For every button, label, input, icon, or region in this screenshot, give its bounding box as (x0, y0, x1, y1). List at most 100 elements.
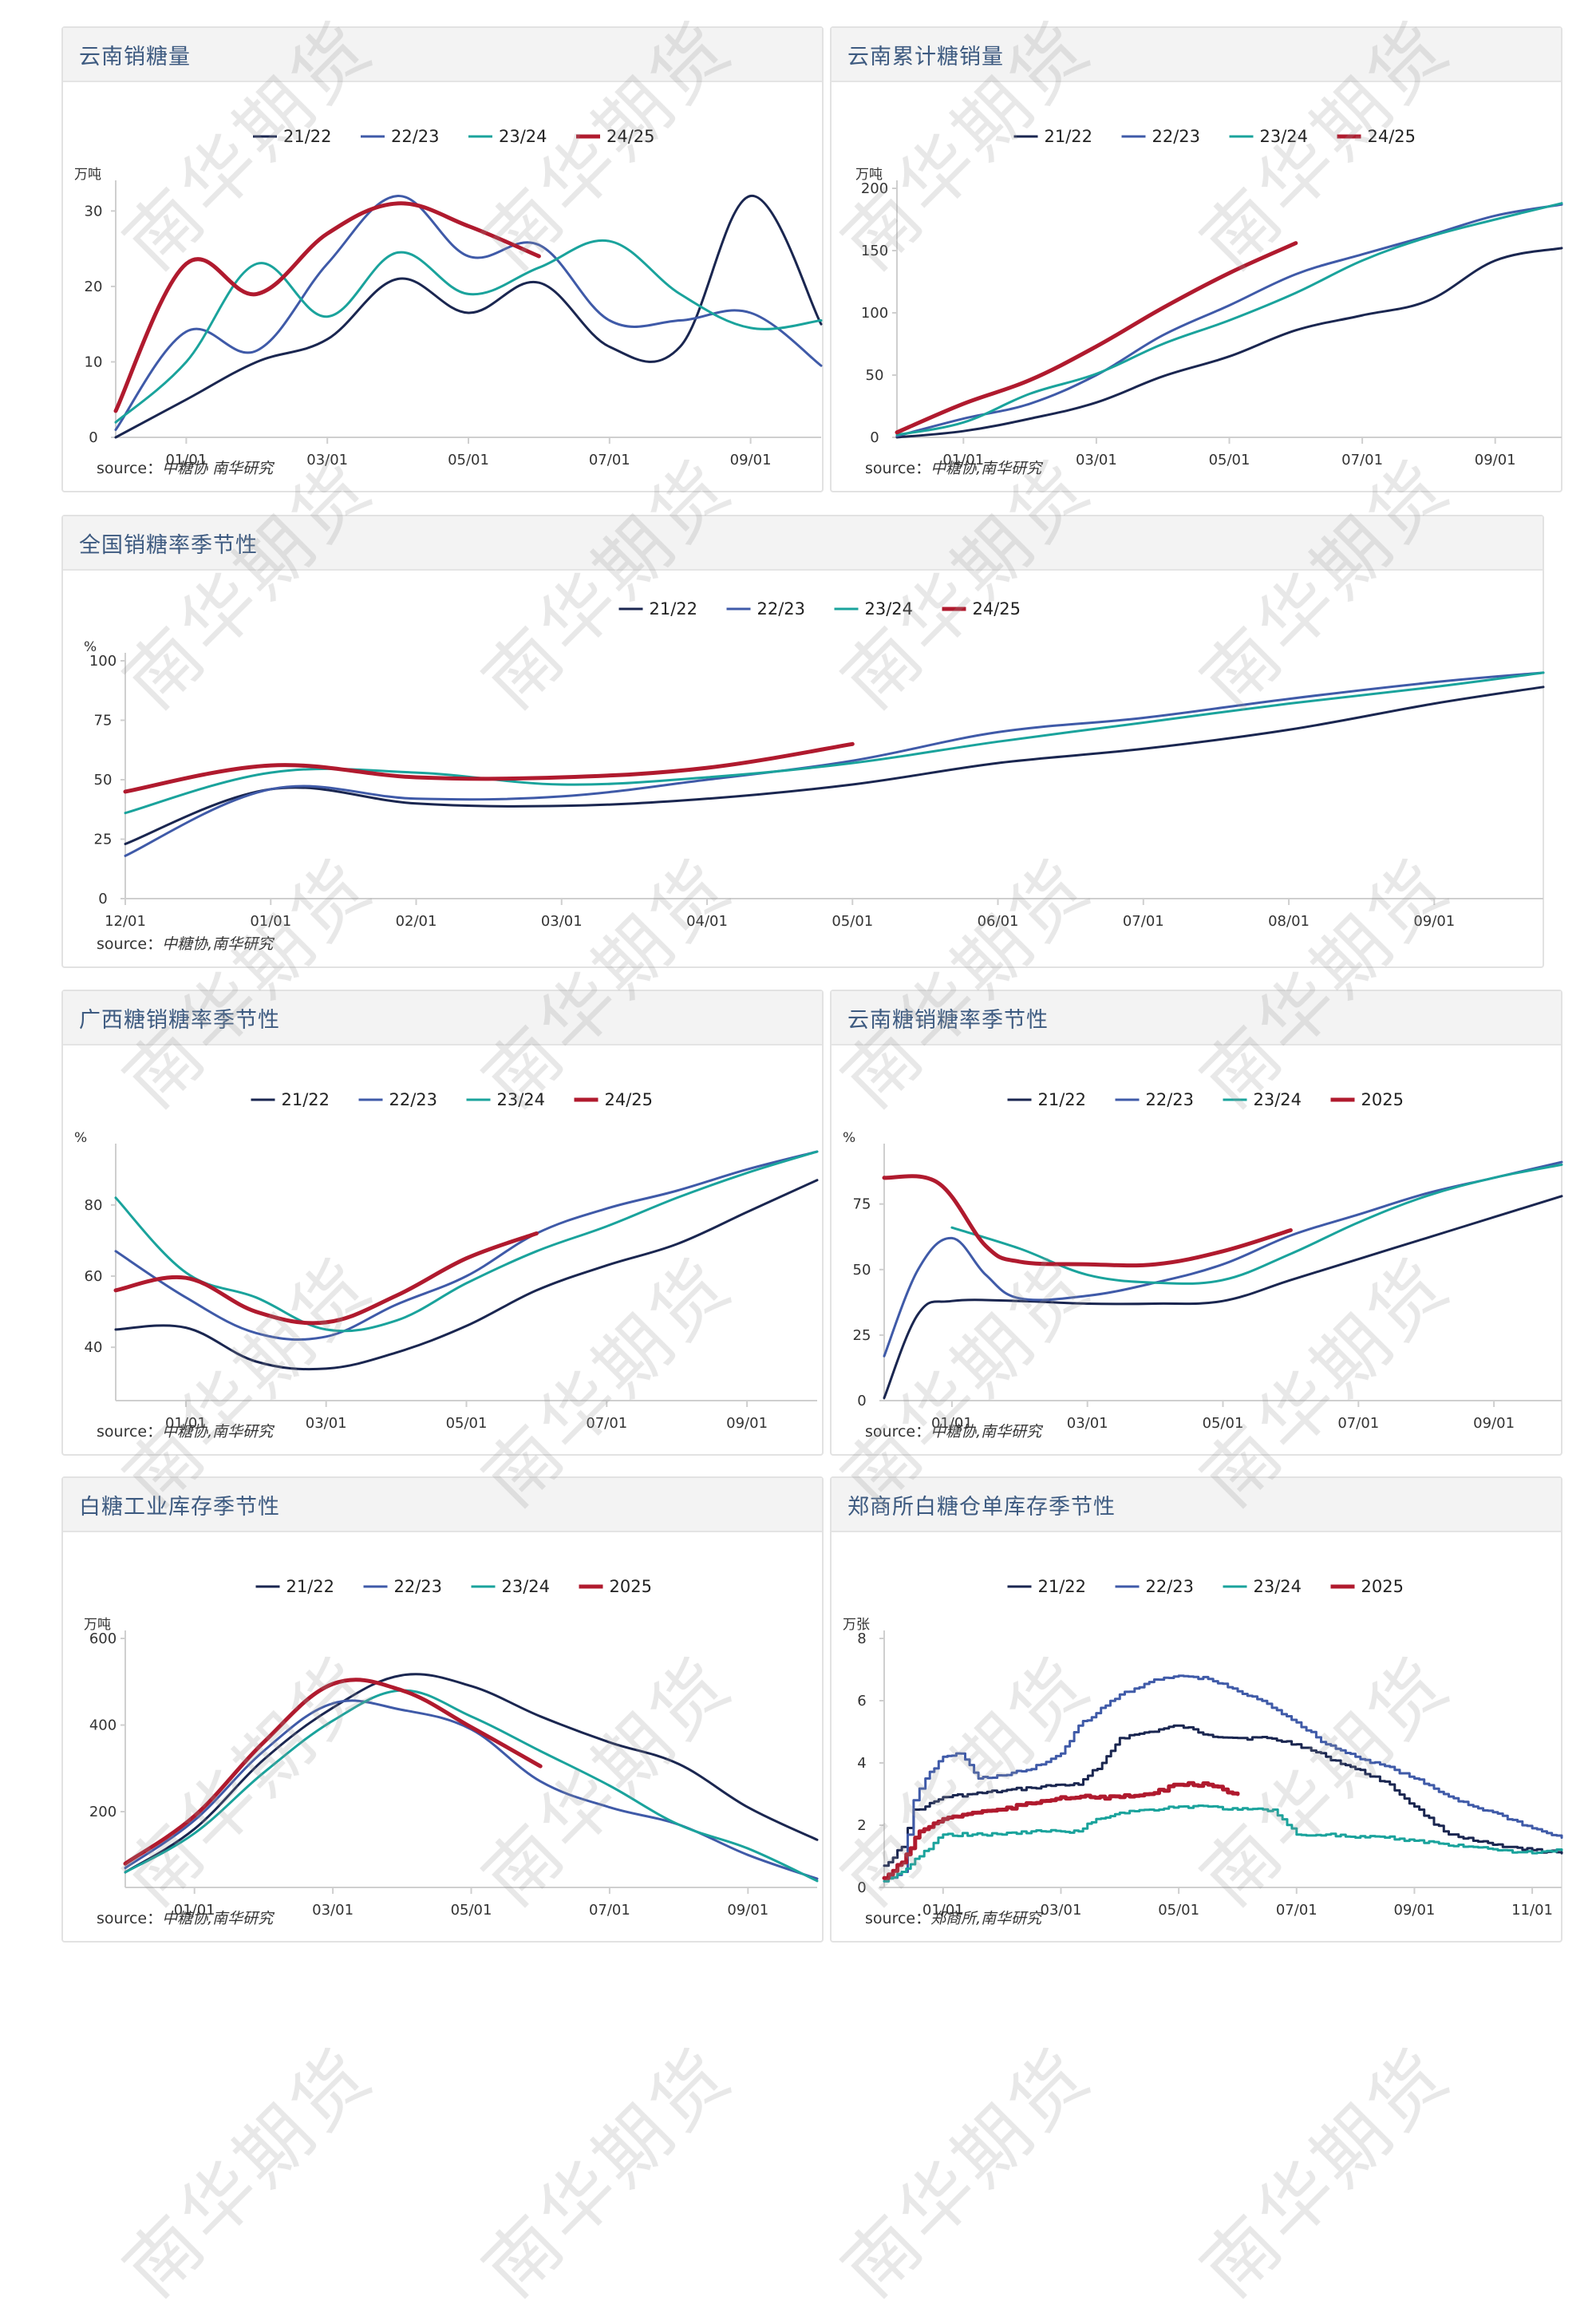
legend-label: 22/23 (1146, 1577, 1195, 1596)
chart-title: 云南糖销糖率季节性 (847, 1008, 1049, 1033)
chart-gx-rate: % 40 60 80 01/01 03/01 05/01 07/01 09/01 21/22 22/… (74, 1090, 819, 1432)
x-tick-label: 05/01 (448, 452, 489, 468)
series-line-23-24 (883, 1804, 1563, 1883)
source-note: source：中糖协,南华研究 (97, 1910, 274, 1927)
legend-label: 21/22 (286, 1577, 335, 1596)
y-tick-label: 400 (89, 1717, 117, 1734)
watermark-text: 南华期货 (826, 2031, 1108, 2314)
x-tick-label: 01/01 (165, 452, 207, 468)
panel-header: 广西糖销糖率季节性 (63, 991, 822, 1045)
chart-title: 白糖工业库存季节性 (79, 1495, 280, 1520)
legend-label: 2025 (610, 1577, 652, 1596)
x-tick-label: 09/01 (1473, 1415, 1515, 1432)
y-unit-label: % (74, 1130, 87, 1146)
x-tick-label: 05/01 (1203, 1415, 1244, 1432)
x-tick-label: 09/01 (1413, 913, 1455, 930)
panel-yn-cum: 云南累计糖销量 万吨 0 50 100 150 200 01/01 03/01 05/01 07/… (830, 26, 1563, 492)
x-tick-label: 07/01 (589, 1902, 630, 1919)
y-tick-label: 6 (857, 1693, 866, 1709)
series-line-22-23 (883, 1160, 1563, 1358)
series-line-21-22 (124, 1673, 819, 1874)
x-tick-label: 07/01 (1123, 913, 1164, 930)
source-note: source：中糖协,南华研究 (97, 1423, 274, 1441)
y-tick-label: 50 (94, 772, 113, 788)
x-tick-label: 09/01 (1393, 1902, 1435, 1919)
chart-title: 云南累计糖销量 (847, 45, 1004, 69)
x-tick-label: 01/01 (931, 1415, 973, 1432)
y-unit-label: 万吨 (855, 167, 883, 183)
x-tick-label: 01/01 (250, 913, 291, 930)
series-line-2025 (882, 1174, 1293, 1268)
x-tick-label: 01/01 (174, 1902, 215, 1919)
legend-label: 23/24 (1260, 127, 1309, 146)
x-tick-label: 08/01 (1268, 913, 1310, 930)
y-unit-label: % (84, 639, 97, 655)
panel-yn-sales: 云南销糖量 万吨 0 10 20 30 01/01 03/01 05/01 07/01 09/01… (61, 26, 824, 492)
y-tick-label: 150 (861, 243, 888, 259)
x-tick-label: 05/01 (1209, 452, 1250, 468)
x-tick-label: 03/01 (1041, 1902, 1082, 1919)
y-tick-label: 50 (866, 367, 884, 384)
x-tick-label: 03/01 (312, 1902, 354, 1919)
x-tick-label: 03/01 (306, 1415, 347, 1432)
watermark-text: 南华期货 (467, 2031, 749, 2314)
x-tick-label: 01/01 (165, 1415, 207, 1432)
series-line-23-24 (114, 1150, 819, 1333)
x-tick-label: 07/01 (1341, 452, 1383, 468)
series-line-21-22 (124, 686, 1545, 845)
panel-cn-rate: 全国销糖率季节性 % 0 25 50 75 100 12/01 01/01 02/01 03/01… (61, 515, 1545, 968)
legend-label: 23/24 (499, 127, 547, 146)
x-tick-label: 09/01 (726, 1415, 768, 1432)
y-tick-label: 25 (94, 832, 113, 848)
chart-inventory: 万吨 200 400 600 01/01 03/01 05/01 07/01 09/01 21/2… (84, 1577, 819, 1919)
y-tick-label: 0 (89, 429, 97, 446)
y-tick-label: 200 (861, 180, 888, 197)
watermark-text: 南华期货 (108, 2031, 390, 2314)
y-tick-label: 0 (870, 429, 879, 446)
series-line-21-22 (883, 1195, 1563, 1400)
series-line-2025 (123, 1678, 543, 1866)
series-line-23-24 (124, 671, 1545, 815)
legend-label: 23/24 (502, 1577, 551, 1596)
panel-header: 云南累计糖销量 (832, 28, 1561, 82)
panel-inventory: 白糖工业库存季节性 万吨 200 400 600 01/01 03/01 05/01 07/0… (61, 1476, 824, 1943)
legend-label: 2025 (1361, 1090, 1404, 1109)
y-tick-label: 60 (85, 1268, 103, 1285)
panel-yn-rate: 云南糖销糖率季节性 % 0 25 50 75 01/01 03/01 05/01 07/01 09… (830, 990, 1563, 1456)
y-unit-label: % (843, 1130, 855, 1146)
legend-label: 21/22 (1045, 127, 1093, 146)
x-tick-label: 09/01 (1475, 452, 1516, 468)
legend-label: 21/22 (1038, 1090, 1087, 1109)
panel-header: 白糖工业库存季节性 (63, 1478, 822, 1532)
chart-yn-sales: 万吨 0 10 20 30 01/01 03/01 05/01 07/01 09/01 21/22 2… (74, 127, 823, 468)
chart-title: 云南销糖量 (79, 45, 191, 69)
legend-label: 22/23 (394, 1577, 443, 1596)
series-line-23-24 (114, 239, 823, 424)
x-tick-label: 12/01 (105, 913, 146, 930)
series-line-23-24 (124, 1689, 819, 1883)
x-tick-label: 05/01 (446, 1415, 488, 1432)
y-tick-label: 0 (98, 891, 107, 907)
y-tick-label: 25 (853, 1327, 871, 1344)
y-tick-label: 40 (85, 1339, 103, 1356)
chart-czce: 万张 0 2 4 6 8 01/01 03/01 05/01 07/01 09/01 11/01 21/… (843, 1577, 1563, 1919)
series-line-22-23 (124, 671, 1545, 857)
panel-gx-rate: 广西糖销糖率季节性 % 40 60 80 01/01 03/01 05/01 07/01 09/… (61, 990, 824, 1456)
series-line-2025 (882, 1780, 1240, 1880)
y-tick-label: 75 (853, 1196, 871, 1213)
y-tick-label: 80 (85, 1197, 103, 1214)
x-tick-label: 03/01 (306, 452, 348, 468)
y-tick-label: 4 (857, 1755, 866, 1772)
x-tick-label: 05/01 (832, 913, 873, 930)
series-line-21-22 (883, 1724, 1563, 1867)
legend-label: 21/22 (283, 127, 332, 146)
y-tick-label: 10 (85, 354, 103, 370)
legend-label: 22/23 (1152, 127, 1201, 146)
y-tick-label: 100 (89, 653, 117, 670)
source-note: source：中糖协,南华研究 (865, 1423, 1042, 1441)
x-tick-label: 03/01 (1076, 452, 1117, 468)
legend-label: 21/22 (282, 1090, 330, 1109)
legend-label: 23/24 (497, 1090, 546, 1109)
legend-label: 23/24 (1254, 1577, 1302, 1596)
panel-header: 郑商所白糖仓单库存季节性 (832, 1478, 1561, 1532)
